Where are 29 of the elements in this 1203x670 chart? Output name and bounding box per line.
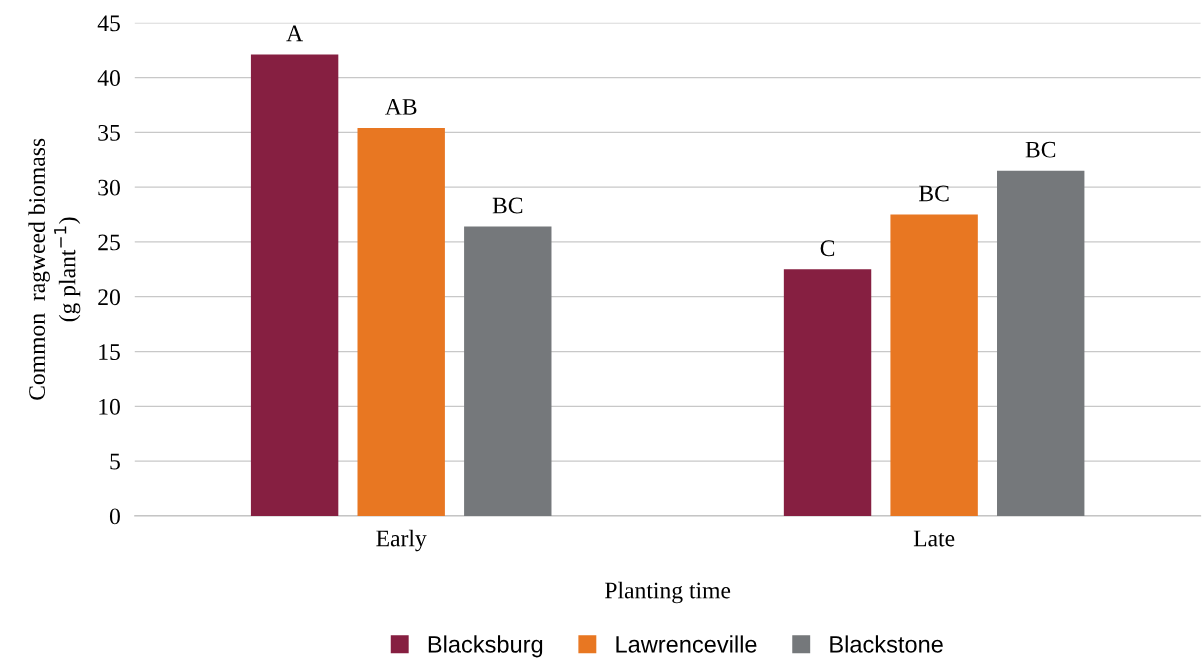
x-tick-label: Late xyxy=(913,530,955,547)
bar xyxy=(890,214,978,516)
y-tick-label: 15 xyxy=(99,344,120,360)
y-axis-title: Common ragweed biomass (g plant$^{−1}$) xyxy=(28,138,81,400)
y-tick-label: 40 xyxy=(97,70,120,86)
bar xyxy=(250,54,339,516)
x-axis-title: Planting time xyxy=(605,581,731,604)
data-label: A xyxy=(286,25,303,42)
bar xyxy=(357,127,445,516)
bar xyxy=(783,269,872,516)
bar xyxy=(997,170,1085,516)
legend-label: Lawrenceville xyxy=(616,635,757,653)
data-label: BC xyxy=(1025,141,1056,158)
data-label: C xyxy=(820,240,835,257)
y-tick-label: 0 xyxy=(109,508,120,525)
y-tick-label: 5 xyxy=(110,453,120,470)
data-label: BC xyxy=(492,197,523,214)
data-label: BC xyxy=(919,185,949,202)
legend-label: Blacksburg xyxy=(428,635,543,658)
bar xyxy=(464,226,552,516)
y-tick-label: 35 xyxy=(98,124,120,141)
y-tick-label: 30 xyxy=(98,179,120,196)
legend-label: Blackstone xyxy=(830,635,943,653)
data-label: AB xyxy=(385,99,417,115)
y-tick-label: 10 xyxy=(99,398,120,415)
x-tick-label: Early xyxy=(376,529,427,552)
y-tick-label: 20 xyxy=(98,289,120,306)
y-tick-label: 25 xyxy=(98,234,120,251)
y-tick-label: 45 xyxy=(97,15,120,32)
